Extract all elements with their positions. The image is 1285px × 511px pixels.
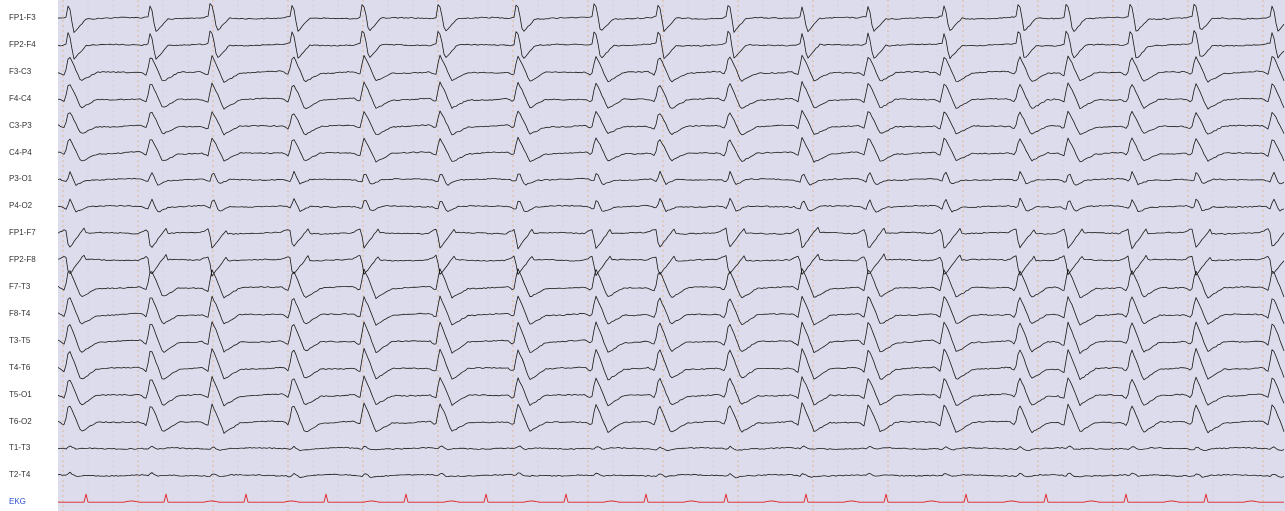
channel-label: C4-P4	[9, 147, 32, 157]
eeg-trace-f8-t4	[58, 295, 1285, 326]
eeg-trace-fp2-f4	[58, 30, 1285, 60]
ekg-trace-ekg	[58, 493, 1284, 503]
channel-label: T1-T3	[9, 443, 31, 453]
eeg-trace-t3-t5	[58, 321, 1285, 355]
channel-label: F3-C3	[9, 66, 32, 76]
channel-label: FP1-F3	[9, 13, 36, 22]
channel-label: F7-T3	[9, 282, 31, 291]
eeg-trace-c4-p4	[58, 136, 1285, 163]
eeg-trace-t5-o1	[58, 375, 1285, 407]
channel-label: T2-T4	[9, 470, 31, 480]
channel-label: T6-O2	[9, 416, 32, 426]
eeg-trace-t1-t3	[58, 445, 1285, 452]
eeg-trace-p3-o1	[58, 170, 1285, 186]
eeg-trace-t2-t4	[58, 471, 1285, 479]
channel-label: T3-T5	[9, 335, 31, 345]
channel-label: P4-O2	[9, 201, 33, 211]
eeg-trace-fp1-f3	[58, 3, 1285, 33]
channel-label: EKG	[9, 497, 26, 507]
channel-label: F4-C4	[9, 93, 32, 103]
eeg-trace-p4-o2	[58, 197, 1285, 213]
eeg-trace-c3-p3	[58, 110, 1285, 136]
channel-label: F8-T4	[9, 308, 31, 318]
trace-background	[58, 0, 1285, 511]
eeg-trace-fp1-f7	[58, 226, 1285, 250]
eeg-waveform-canvas[interactable]	[58, 0, 1285, 511]
channel-label: C3-P3	[9, 120, 32, 130]
eeg-trace-f4-c4	[58, 81, 1285, 110]
eeg-trace-t4-t6	[58, 347, 1285, 381]
eeg-trace-f7-t3	[58, 268, 1285, 300]
channel-label-column: FP1-F3 FP2-F4 F3-C3 F4-C4 C3-P3 C4-P4 P3-O1 P4-…	[0, 0, 58, 511]
eeg-trace-fp2-f8	[58, 253, 1285, 277]
eeg-trace-f3-c3	[58, 54, 1285, 83]
channel-label: T5-O1	[9, 389, 32, 399]
channel-label: FP2-F4	[9, 39, 36, 49]
channel-label: T4-T6	[9, 362, 31, 372]
channel-label: FP2-F8	[9, 255, 36, 265]
eeg-trace-t6-o2	[58, 402, 1285, 434]
eeg-trace-panel[interactable]	[58, 0, 1285, 511]
channel-label: P3-O1	[9, 174, 33, 184]
channel-label: FP1-F7	[9, 228, 36, 238]
